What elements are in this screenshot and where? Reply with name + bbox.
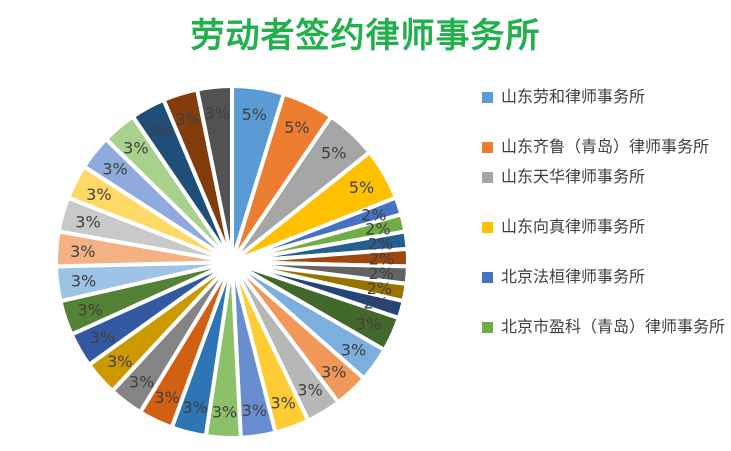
- data-label: 5%: [284, 118, 309, 137]
- pie-slice: [194, 83, 234, 263]
- data-label: 3%: [102, 160, 127, 179]
- data-label: 3%: [321, 363, 346, 382]
- data-label: 2%: [361, 205, 386, 224]
- data-label: 3%: [71, 272, 96, 291]
- legend-item: 山东齐鲁（青岛）律师事务所: [482, 136, 727, 158]
- data-label: 3%: [148, 122, 173, 141]
- data-label: 2%: [369, 249, 394, 268]
- pie-center-gap: [218, 248, 246, 276]
- data-label: 2%: [368, 264, 393, 283]
- data-label: 3%: [75, 212, 100, 231]
- data-label: 3%: [242, 401, 267, 420]
- data-label: 3%: [90, 328, 115, 347]
- data-label: 3%: [129, 372, 154, 391]
- legend-swatch: [482, 272, 493, 283]
- data-label: 3%: [70, 242, 95, 261]
- data-label: 3%: [297, 381, 322, 400]
- data-label: 3%: [212, 402, 237, 421]
- legend-swatch: [482, 322, 493, 333]
- legend-label: 山东劳和律师事务所: [501, 87, 646, 106]
- legend-item: 山东向真律师事务所: [482, 216, 727, 238]
- data-label: 3%: [204, 104, 229, 123]
- legend-swatch: [482, 172, 493, 183]
- legend-swatch: [482, 142, 493, 153]
- data-label: 5%: [242, 105, 267, 124]
- data-label: 5%: [321, 143, 346, 162]
- legend-swatch: [482, 92, 493, 103]
- legend-swatch: [482, 222, 493, 233]
- legend-label: 北京法桓律师事务所: [501, 267, 646, 286]
- data-label: 3%: [270, 394, 295, 413]
- legend-item: 山东天华律师事务所: [482, 166, 727, 188]
- legend-item: 山东劳和律师事务所: [482, 86, 727, 108]
- data-label: 2%: [363, 294, 388, 313]
- data-label: 3%: [356, 315, 381, 334]
- data-label: 3%: [123, 138, 148, 157]
- legend-item: 北京市盈科（青岛）律师事务所: [482, 316, 727, 338]
- legend-label: 山东天华律师事务所: [501, 167, 646, 186]
- pie-chart: 5%5%5%5%2%2%2%2%2%2%2%3%3%3%3%3%3%3%3%3%…: [56, 83, 408, 438]
- data-label: 3%: [107, 352, 132, 371]
- data-label: 3%: [77, 301, 102, 320]
- data-label: 3%: [86, 185, 111, 204]
- legend-label: 山东齐鲁（青岛）律师事务所: [501, 137, 710, 156]
- legend-label: 北京市盈科（青岛）律师事务所: [501, 317, 726, 336]
- data-label: 5%: [349, 178, 374, 197]
- legend: 山东劳和律师事务所山东齐鲁（青岛）律师事务所 山东天华律师事务所 山东向真律师事务所…: [482, 86, 727, 338]
- data-label: 3%: [154, 388, 179, 407]
- data-label: 3%: [175, 110, 200, 129]
- legend-item: 北京法桓律师事务所: [482, 266, 727, 288]
- data-label: 2%: [365, 220, 390, 239]
- legend-label: 山东向真律师事务所: [501, 217, 646, 236]
- data-label: 3%: [341, 340, 366, 359]
- data-label: 3%: [182, 398, 207, 417]
- data-label: 2%: [367, 279, 392, 298]
- data-label: 2%: [368, 234, 393, 253]
- chart-title: 劳动者签约律师事务所: [190, 16, 541, 56]
